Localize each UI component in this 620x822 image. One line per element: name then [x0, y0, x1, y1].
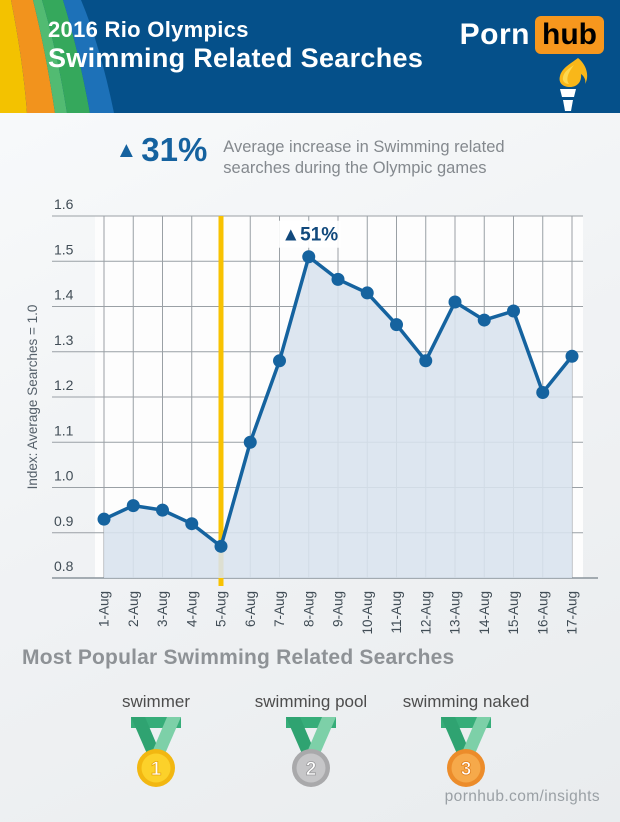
y-tick-label: 1.5 — [54, 241, 74, 257]
stat-description-line1: Average increase in Swimming related — [223, 138, 505, 156]
stat-percent: 31% — [141, 131, 208, 168]
medals-row: swimmer 1 swimming pool 2 swimming naked… — [92, 692, 530, 794]
data-point — [302, 250, 316, 264]
data-point — [565, 349, 579, 363]
popular-search-item: swimmer 1 — [92, 692, 220, 794]
medal-icon: 2 — [286, 717, 336, 787]
x-tick-label: 11-Aug — [389, 591, 404, 634]
x-tick-label: 8-Aug — [301, 591, 316, 627]
x-tick-label: 4-Aug — [184, 591, 199, 627]
medal-center — [451, 753, 481, 783]
peak-annotation: ▲51% — [281, 225, 338, 246]
data-point — [331, 272, 345, 286]
footer: pornhub.com/insights — [445, 788, 600, 806]
data-point — [536, 385, 550, 399]
data-point — [360, 286, 374, 300]
x-tick-label: 10-Aug — [360, 591, 375, 635]
stat-description: Average increase in Swimming related sea… — [223, 132, 504, 179]
popular-search-item: swimming pool 2 — [247, 692, 375, 794]
stat-callout: ▲ 31% Average increase in Swimming relat… — [0, 131, 620, 179]
medal-rank-number: 1 — [151, 759, 162, 780]
y-tick-label: 0.9 — [54, 513, 74, 529]
data-point — [273, 354, 286, 368]
x-tick-label: 3-Aug — [155, 591, 170, 627]
data-point — [214, 539, 228, 553]
y-tick-label: 1.4 — [54, 287, 74, 303]
olympic-torch-icon — [559, 58, 588, 111]
popular-search-label: swimming naked — [402, 692, 530, 711]
medal-rank-number: 3 — [461, 759, 472, 780]
x-tick-label: 5-Aug — [214, 591, 229, 627]
up-triangle-icon: ▲ — [115, 137, 138, 163]
title-line1: 2016 Rio Olympics — [48, 17, 249, 42]
y-tick-label: 0.8 — [54, 558, 74, 574]
x-tick-label: 13-Aug — [448, 591, 463, 635]
logo-text-porn: Porn — [459, 17, 531, 51]
y-tick-label: 1.6 — [54, 196, 74, 212]
x-tick-label: 7-Aug — [272, 591, 287, 627]
title-line2: Swimming Related Searches — [48, 43, 424, 74]
pornhub-logo[interactable]: Porn hub — [460, 16, 604, 54]
data-point — [126, 499, 140, 513]
y-tick-label: 1.1 — [54, 422, 74, 438]
y-tick-label: 1.0 — [54, 468, 74, 484]
stat-description-line2: searches during the Olympic games — [223, 159, 487, 178]
data-point — [156, 503, 169, 517]
annotation-bg — [278, 220, 341, 248]
x-tick-label: 2-Aug — [126, 591, 141, 627]
olympic-stripes-decoration — [0, 0, 114, 113]
y-tick-label: 1.3 — [54, 332, 74, 348]
stat-value: ▲ 31% — [115, 131, 208, 168]
data-point — [97, 512, 111, 526]
medal-rank-number: 2 — [306, 759, 317, 780]
page-title: 2016 Rio Olympics Swimming Related Searc… — [48, 17, 423, 75]
data-point — [390, 318, 403, 332]
data-point — [448, 295, 462, 309]
y-axis-title: Index: Average Searches = 1.0 — [25, 305, 40, 490]
header-banner: 2016 Rio Olympics Swimming Related Searc… — [0, 0, 620, 113]
medal-icon: 1 — [131, 717, 181, 787]
x-tick-label: 9-Aug — [331, 591, 346, 627]
x-tick-label: 12-Aug — [418, 591, 433, 635]
medal-icon: 3 — [441, 717, 491, 787]
popular-search-label: swimmer — [122, 692, 190, 711]
x-tick-label: 6-Aug — [243, 591, 258, 627]
data-point — [477, 313, 491, 327]
chart-container: 0.8 0.9 1.0 1.1 1.2 1.3 1.4 1.5 1.6 ▲51% 1-Aug 2-Au… — [0, 192, 620, 644]
searches-line-chart: 0.8 0.9 1.0 1.1 1.2 1.3 1.4 1.5 1.6 ▲51% 1-Aug 2-Au… — [25, 196, 598, 635]
medal-center — [141, 753, 171, 783]
footer-link[interactable]: pornhub.com/insights — [444, 788, 600, 805]
popular-search-item: swimming naked 3 — [402, 692, 530, 794]
data-point — [243, 435, 257, 449]
y-tick-label: 1.2 — [54, 377, 74, 393]
data-point — [507, 304, 520, 318]
x-tick-label: 17-Aug — [565, 591, 580, 635]
series-area-fill — [104, 256, 572, 578]
medal-center — [296, 753, 326, 783]
data-point — [185, 517, 199, 531]
x-tick-label: 16-Aug — [535, 591, 550, 635]
popular-searches-heading: Most Popular Swimming Related Searches — [22, 646, 455, 669]
data-point — [419, 354, 433, 368]
x-tick-label: 1-Aug — [97, 591, 112, 627]
popular-search-label: swimming pool — [254, 692, 368, 711]
x-tick-label: 15-Aug — [506, 591, 521, 635]
x-tick-label: 14-Aug — [477, 591, 492, 635]
logo-text-hub: hub — [535, 16, 604, 54]
